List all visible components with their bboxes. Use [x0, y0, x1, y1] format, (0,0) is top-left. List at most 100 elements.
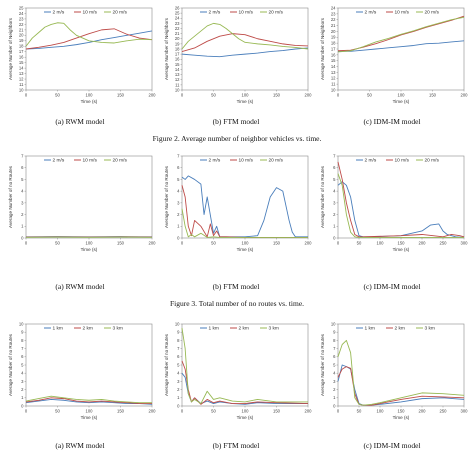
y-tick-label: 8	[333, 338, 336, 343]
y-tick-label: 0	[333, 403, 336, 408]
legend-label: 10 m/s	[239, 158, 254, 164]
legend-label: 10 m/s	[239, 10, 254, 16]
x-tick-label: 100	[242, 241, 250, 246]
caption-ftm-3: (b) FTM model	[212, 441, 260, 450]
y-tick-label: 17	[19, 49, 24, 54]
y-tick-label: 13	[19, 71, 24, 76]
legend-label: 2 m/s	[53, 158, 65, 164]
x-tick-label: 200	[305, 93, 313, 98]
y-axis-label: Average Number of no Routes	[164, 165, 169, 228]
x-tick-label: 200	[149, 409, 157, 414]
y-tick-label: 10	[19, 87, 24, 92]
y-tick-label: 10	[331, 87, 336, 92]
y-tick-label: 1	[333, 224, 336, 229]
x-tick-label: 250	[440, 409, 448, 414]
legend-label: 2 m/s	[365, 158, 377, 164]
legend-label: 2 km	[239, 326, 249, 332]
plot-area	[25, 323, 153, 407]
y-tick-label: 3	[21, 379, 24, 384]
legend-label: 2 m/s	[53, 10, 65, 16]
legend-label: 20 m/s	[425, 10, 440, 16]
legend-label: 2 m/s	[209, 158, 221, 164]
x-tick-label: 0	[337, 241, 340, 246]
series-line-1	[25, 397, 152, 404]
legend-label: 1 km	[53, 326, 63, 332]
legend-label: 10 m/s	[83, 158, 98, 164]
x-tick-label: 150	[273, 241, 281, 246]
y-tick-label: 3	[177, 200, 180, 205]
y-axis-label: Average Number of no Routes	[320, 333, 325, 396]
y-axis-label: Average Number of no Routes	[164, 333, 169, 396]
y-tick-label: 8	[177, 338, 180, 343]
y-tick-label: 19	[175, 41, 180, 46]
x-tick-label: 100	[86, 93, 94, 98]
y-tick-label: 2	[21, 387, 24, 392]
y-tick-label: 15	[175, 62, 180, 67]
legend-label: 2 km	[395, 326, 405, 332]
x-tick-label: 300	[461, 409, 469, 414]
y-tick-label: 8	[21, 338, 24, 343]
x-tick-label: 150	[429, 93, 437, 98]
legend-label: 10 m/s	[83, 10, 98, 16]
x-tick-label: 100	[86, 241, 94, 246]
y-tick-label: 20	[19, 33, 24, 38]
y-tick-label: 12	[331, 76, 336, 81]
y-tick-label: 15	[19, 60, 24, 65]
y-tick-label: 24	[19, 11, 24, 16]
x-tick-label: 200	[149, 241, 157, 246]
x-tick-label: 150	[273, 409, 281, 414]
chart-rwm-neighbors: 10 11 12 13 14 15 16 17 18 19 20 21 22 23 24 25 0 50 100 15…	[4, 2, 156, 110]
series-line-1	[25, 28, 153, 50]
x-tick-label: 100	[377, 241, 385, 246]
plot-area	[25, 155, 153, 239]
x-tick-label: 150	[117, 241, 125, 246]
y-tick-label: 14	[331, 64, 336, 69]
y-tick-label: 17	[175, 52, 180, 57]
legend-label: 3 km	[113, 326, 123, 332]
y-tick-label: 6	[177, 165, 180, 170]
legend-label: 20 m/s	[425, 158, 440, 164]
y-tick-label: 9	[333, 330, 336, 335]
chart-rwm-range: 0 1 2 3 4 5 6 7 8 9 10 0 50 100 150 200 Time (s) Average …	[4, 318, 156, 426]
caption-rwm-2: (a) RWM model	[55, 282, 105, 291]
y-tick-label: 18	[331, 41, 336, 46]
y-tick-label: 9	[21, 330, 24, 335]
x-tick-label: 0	[181, 241, 184, 246]
x-axis-label: Time (s)	[393, 99, 410, 104]
y-tick-label: 7	[177, 153, 180, 158]
series-line-0	[25, 398, 153, 405]
y-tick-label: 1	[177, 395, 180, 400]
y-tick-label: 16	[19, 55, 24, 60]
y-tick-label: 9	[177, 330, 180, 335]
y-tick-label: 3	[21, 200, 24, 205]
y-axis-label: Average Number of Neighbors	[164, 17, 169, 80]
x-tick-label: 300	[461, 241, 469, 246]
y-tick-label: 25	[175, 11, 180, 16]
x-tick-label: 100	[377, 409, 385, 414]
x-tick-label: 200	[419, 409, 427, 414]
legend-label: 3 km	[425, 326, 435, 332]
legend-label: 10 m/s	[395, 10, 410, 16]
x-tick-label: 50	[55, 241, 60, 246]
x-tick-label: 50	[357, 241, 362, 246]
series-line-2	[337, 173, 464, 238]
y-tick-label: 0	[21, 403, 24, 408]
y-tick-label: 5	[333, 362, 336, 367]
plot-area	[181, 155, 309, 239]
y-tick-label: 3	[333, 200, 336, 205]
x-tick-label: 0	[25, 241, 28, 246]
y-tick-label: 2	[21, 212, 24, 217]
y-tick-label: 6	[333, 165, 336, 170]
x-tick-label: 0	[25, 409, 28, 414]
chart-ftm-noroutes: 0 1 2 3 4 5 6 7 0 50 100 150 200 Time (s) Average Numb…	[160, 150, 312, 258]
y-tick-label: 6	[333, 354, 336, 359]
y-tick-label: 22	[175, 26, 180, 31]
series-line-2	[337, 16, 465, 53]
y-tick-label: 3	[333, 379, 336, 384]
y-axis-label: Average Number of Neighbors	[8, 17, 13, 80]
caption-idmim-1: (c) IDM-IM model	[363, 117, 421, 126]
x-tick-label: 0	[337, 93, 340, 98]
x-axis-label: Time (s)	[237, 247, 254, 252]
legend-label: 2 m/s	[209, 10, 221, 16]
x-tick-label: 100	[86, 409, 94, 414]
